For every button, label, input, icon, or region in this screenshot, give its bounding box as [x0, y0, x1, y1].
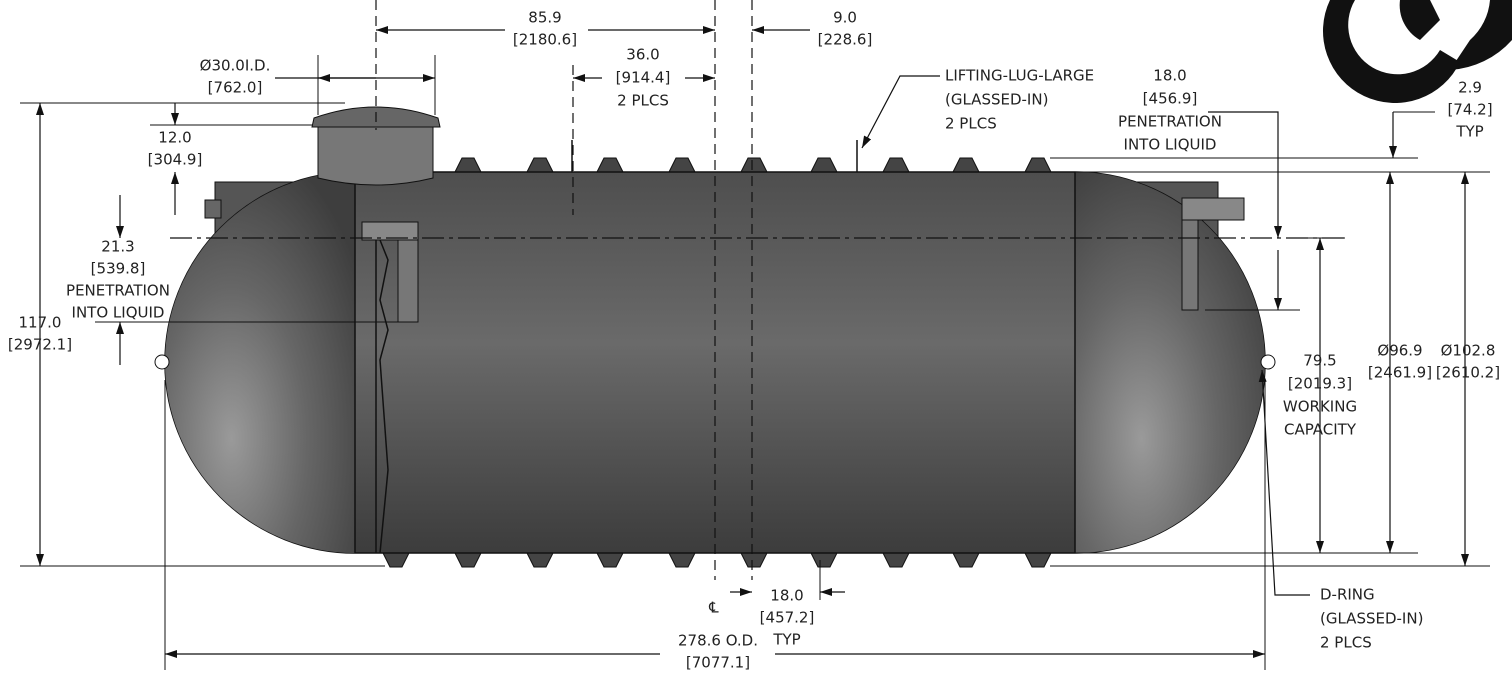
dimension-label: (GLASSED-IN)	[1320, 610, 1423, 628]
dimension-label: [304.9]	[148, 151, 203, 169]
dimension-label: INTO LIQUID	[72, 304, 165, 322]
dimension-label: CAPACITY	[1284, 421, 1357, 439]
dimension-label: PENETRATION	[66, 282, 170, 300]
dimension-label: 18.0	[770, 587, 803, 605]
dimension-label: [539.8]	[91, 260, 146, 278]
dimension-label: 12.0	[158, 129, 191, 147]
dimension-label: TYP	[1455, 123, 1483, 141]
dimension-label: (GLASSED-IN)	[945, 91, 1048, 109]
dimension-label: 2 PLCS	[1320, 634, 1372, 652]
dimension-label: [457.2]	[760, 609, 815, 627]
dimension-label: [456.9]	[1143, 90, 1198, 108]
dimension-label: ℄	[708, 599, 719, 617]
dimension-label: [7077.1]	[686, 654, 750, 672]
dimension-label: [2461.9]	[1368, 364, 1432, 382]
dimension-lines	[20, 0, 1490, 670]
dimension-label: 278.6 O.D.	[678, 632, 758, 650]
labels: 85.9 [2180.6] 36.0 [914.4] 2 PLCS 9.0 [228.6] Ø…	[8, 9, 1500, 672]
logo	[1322, 0, 1512, 104]
dimension-label: INTO LIQUID	[1124, 136, 1217, 154]
tank	[154, 106, 1276, 568]
dimension-label: [2972.1]	[8, 336, 72, 354]
dimension-label: 9.0	[833, 9, 857, 27]
dimension-label: LIFTING-LUG-LARGE	[945, 67, 1094, 85]
dimension-label: [228.6]	[818, 31, 873, 49]
dimension-label: [74.2]	[1447, 101, 1492, 119]
dimension-label: 2 PLCS	[945, 115, 997, 133]
dimension-label: WORKING	[1283, 398, 1357, 416]
dimension-label: 21.3	[101, 238, 134, 256]
dimension-label: [914.4]	[616, 69, 671, 87]
dimension-label: TYP	[772, 631, 800, 649]
dimension-label: 79.5	[1303, 352, 1336, 370]
dimension-label: 2 PLCS	[617, 92, 669, 110]
dimension-label: Ø102.8	[1441, 342, 1496, 360]
dimension-label: 85.9	[528, 9, 561, 27]
dimension-label: 18.0	[1153, 67, 1186, 85]
dimension-label: [2019.3]	[1288, 375, 1352, 393]
dimension-label: 36.0	[626, 46, 659, 64]
dimension-label: 117.0	[19, 314, 62, 332]
dimension-label: [762.0]	[208, 79, 263, 97]
dimension-label: D-RING	[1320, 586, 1375, 604]
dimension-label: [2610.2]	[1436, 364, 1500, 382]
dimension-label: 2.9	[1458, 79, 1482, 97]
ribs	[382, 157, 1052, 568]
dimension-label: Ø30.0I.D.	[200, 57, 271, 75]
dimension-label: PENETRATION	[1118, 113, 1222, 131]
dimension-label: [2180.6]	[513, 31, 577, 49]
dimension-label: Ø96.9	[1377, 342, 1422, 360]
